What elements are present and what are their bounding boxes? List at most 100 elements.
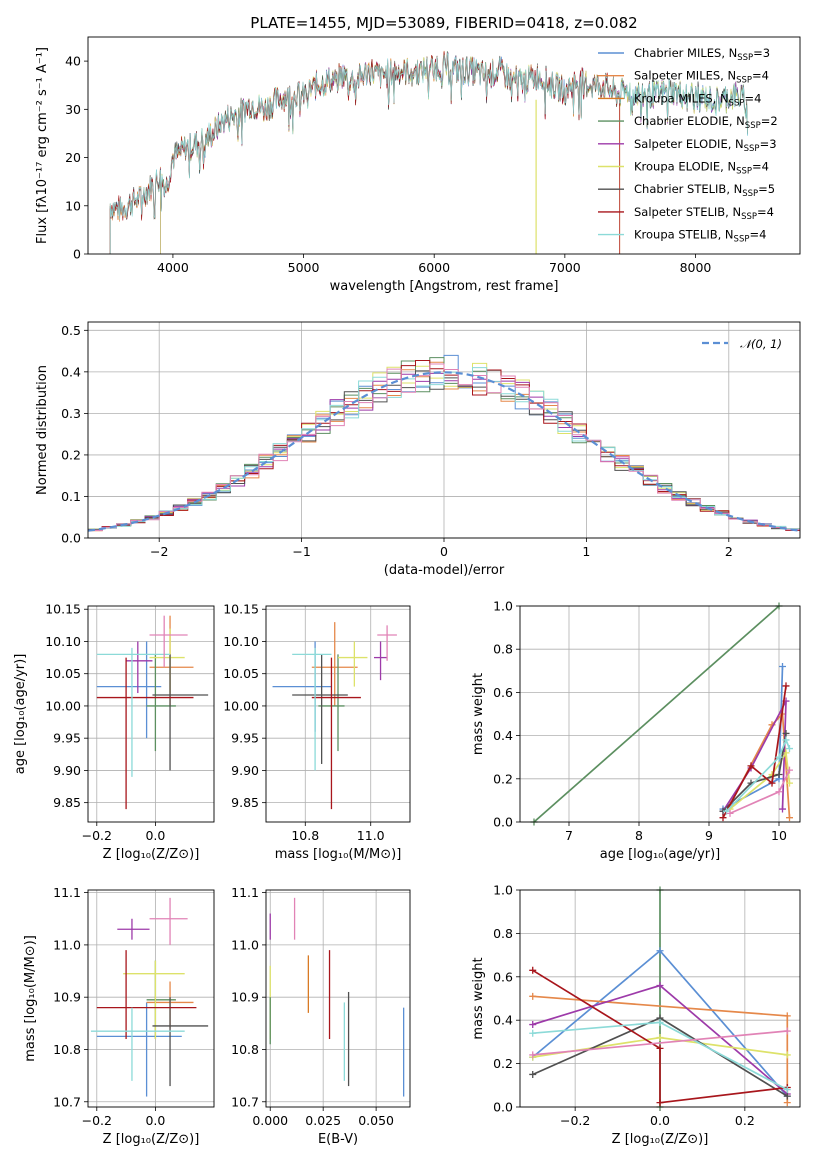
- weight-marker: [656, 947, 664, 955]
- y-tick-label: 1.0: [493, 883, 513, 898]
- legend-entry-suffix: =4: [749, 228, 766, 242]
- weight-line: [532, 969, 788, 1104]
- legend-entry: Salpeter MILES, NSSP=4: [634, 69, 769, 86]
- weight-marker: [529, 966, 537, 974]
- y-tick-label: 9.95: [53, 731, 81, 746]
- errorbar-point-3: [146, 960, 176, 1040]
- errorbar-point-2: [311, 622, 358, 706]
- errorbar-point-8: [96, 647, 171, 777]
- weight-series-9: [726, 766, 793, 817]
- y-tick-label: 10.05: [223, 666, 259, 681]
- y-tick-label: 30: [65, 102, 81, 117]
- y-axis-label: Normed distribution: [35, 365, 50, 495]
- y-tick-label: 1.0: [493, 599, 513, 614]
- y-tick-label: 9.95: [231, 731, 259, 746]
- legend-entry-subscript: SSP: [734, 235, 750, 245]
- x-tick-label: 0.2: [735, 1113, 755, 1128]
- y-tick-label: 10.15: [45, 602, 81, 617]
- x-tick-label: 0.0: [145, 1113, 165, 1128]
- grid-age-vs-Z: [88, 606, 214, 822]
- x-axis-label: Z [log₁₀(Z/Z⊙)]: [103, 847, 200, 862]
- legend-entry: Chabrier MILES, NSSP=3: [634, 46, 770, 63]
- errorbar-point-7: [96, 657, 194, 810]
- panel-mass-vs-EBV: 0.000 0.025 0.050 10.7 10.8 10.9 11.0 11.1 E(B-V…: [231, 885, 411, 1147]
- y-tick-label: 0.2: [493, 771, 513, 786]
- weight-marker: [786, 745, 793, 753]
- axes-frame: [519, 605, 801, 823]
- weight-marker: [779, 805, 786, 813]
- spectrum-line-8: [109, 51, 621, 254]
- weight-marker: [726, 809, 734, 817]
- x-tick-label: 6000: [418, 260, 450, 275]
- axes-frame: [265, 605, 411, 823]
- errorbar-point-9: [149, 615, 188, 668]
- weight-line: [722, 666, 784, 810]
- errorbar-point-7: [311, 657, 361, 810]
- y-axis-label: mass weight: [471, 673, 486, 755]
- x-tick-label: 2: [725, 544, 733, 559]
- y-tick-label: 0.3: [61, 406, 81, 421]
- y-tick-label: 0.4: [493, 728, 513, 743]
- y-tick-label: 9.85: [53, 795, 81, 810]
- y-tick-label: 9.85: [231, 795, 259, 810]
- y-tick-label: 0.8: [493, 926, 513, 941]
- y-axis-label: mass weight: [471, 957, 486, 1039]
- weight-marker: [786, 814, 793, 822]
- errorbar-point-1: [96, 641, 162, 739]
- y-tick-label: 10.9: [231, 990, 259, 1005]
- weight-marker: [656, 1044, 664, 1052]
- x-tick-label: 0: [440, 544, 448, 559]
- legend-entry: 𝒩(0, 1): [740, 337, 782, 351]
- weight-marker: [786, 779, 793, 787]
- weight-marker: [782, 682, 790, 690]
- x-axis-label: age [log₁₀(age/yr)]: [600, 847, 721, 862]
- weight-marker: [782, 749, 790, 757]
- y-tick-label: 0.4: [493, 1013, 513, 1028]
- weight-marker: [786, 766, 793, 774]
- errorbar-point-9: [377, 625, 397, 661]
- y-tick-label: 10.8: [231, 1042, 259, 1057]
- legend-entry-suffix: =5: [758, 182, 775, 196]
- weight-marker: [529, 1029, 537, 1037]
- y-tick-label: 11.0: [231, 937, 259, 952]
- legend-entry-subscript: SSP: [744, 144, 760, 154]
- x-tick-label: 4000: [157, 260, 189, 275]
- legend-entry-text: Kroupa STELIB, N: [634, 228, 734, 242]
- x-tick-label: −0.2: [560, 1113, 590, 1128]
- normal-curve: [88, 371, 800, 532]
- weight-line: [532, 1030, 788, 1056]
- x-tick-label: −2: [150, 544, 168, 559]
- spectrum-legend: Chabrier MILES, NSSP=3 Salpeter MILES, NS…: [598, 46, 778, 245]
- legend-entry-suffix: =3: [760, 137, 777, 151]
- y-axis-label: mass [log₁₀(M/M⊙)]: [23, 935, 38, 1062]
- errorbar-point-6: [152, 997, 209, 1087]
- weight-marker: [775, 788, 783, 796]
- weight-marker: [768, 779, 776, 787]
- y-tick-label: 11.1: [53, 885, 81, 900]
- axes-frame: [519, 889, 801, 1108]
- y-tick-label: 0.1: [61, 489, 81, 504]
- y-tick-label: 11.0: [53, 937, 81, 952]
- x-axis-label: (data-model)/error: [384, 563, 505, 578]
- legend-entry-subscript: SSP: [745, 121, 761, 131]
- y-tick-label: 0.6: [493, 969, 513, 984]
- errorbar-point-6: [292, 654, 348, 764]
- y-tick-label: 40: [65, 54, 81, 69]
- weight-series-3: [529, 992, 791, 1107]
- data-mass-weight-vs-age: [530, 602, 793, 826]
- axes-frame: [87, 36, 801, 255]
- weight-line: [725, 737, 791, 812]
- weight-series-8: [529, 1018, 791, 1094]
- legend-entry-text: Chabrier STELIB, N: [634, 182, 742, 196]
- legend-entry-suffix: =2: [761, 114, 778, 128]
- errorbar-point-1: [96, 1002, 182, 1097]
- legend-entry-text: Kroupa MILES, N: [634, 91, 729, 105]
- x-tick-label: 0.0: [650, 1113, 670, 1128]
- weight-marker: [779, 662, 786, 670]
- weight-marker: [775, 753, 783, 761]
- x-tick-label: 0.025: [305, 1113, 341, 1128]
- y-tick-label: 0.0: [61, 531, 81, 546]
- y-tick-label: 0.6: [493, 685, 513, 700]
- weight-series-6: [529, 1014, 791, 1100]
- legend-entry-subscript: SSP: [729, 98, 745, 108]
